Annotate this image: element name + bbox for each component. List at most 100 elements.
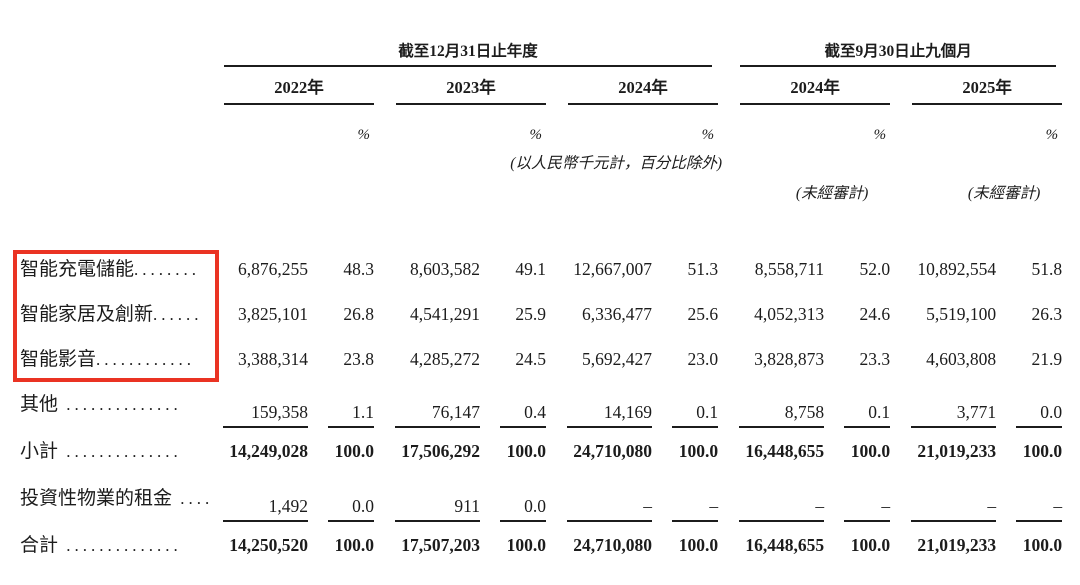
percent-cell: 49.1 — [515, 259, 546, 280]
unit-note: (以人民幣千元計，百分比除外) — [510, 154, 723, 172]
dot-leader: ........ — [134, 259, 201, 279]
percent-cell: – — [652, 476, 734, 522]
value-cell: 6,876,255 — [238, 259, 308, 280]
year-header-row: 2022年 2023年 2024年 2024年 2025年 — [20, 72, 1078, 112]
value-cell: – — [906, 476, 997, 522]
value-cell: 24,710,080 — [573, 441, 652, 462]
table-header: 截至12月31日止年度 截至9月30日止九個月 2022年 2023年 — [20, 38, 1078, 248]
value-cell: 159,358 — [218, 382, 308, 428]
percent-cell: 100.0 — [334, 441, 374, 462]
unaudited-label: (未經審計) — [967, 184, 1041, 202]
percent-cell: 100.0 — [850, 535, 891, 556]
percent-cell: 0.0 — [996, 382, 1078, 428]
value-cell: 4,541,291 — [410, 304, 480, 325]
table-row: 投資性物業的租金 .... 1,492 0.0 911 0.0– – – – – – — [20, 476, 1078, 522]
period-group-row: 截至12月31日止年度 截至9月30日止九個月 — [20, 38, 1078, 72]
year-header-2022: 2022年 — [224, 79, 374, 105]
value-cell: – — [562, 476, 652, 522]
percent-cell: 100.0 — [334, 535, 374, 556]
value-cell: 8,558,711 — [754, 259, 825, 280]
percent-cell: 0.1 — [824, 382, 906, 428]
row-label-text: 智能充電儲能 — [20, 258, 135, 280]
value-cell: 16,448,655 — [745, 535, 825, 556]
percent-symbol: % — [357, 126, 371, 143]
percent-symbol: % — [701, 126, 715, 143]
row-label-text: 智能影音 — [20, 348, 97, 370]
value-cell: 21,019,233 — [917, 441, 997, 462]
percent-cell: 100.0 — [506, 535, 546, 556]
percent-symbol: % — [873, 126, 887, 143]
row-label-text: 智能家居及創新 — [20, 303, 154, 325]
percent-cell: 48.3 — [343, 259, 374, 280]
percent-cell: – — [996, 476, 1078, 522]
value-cell: 4,052,313 — [754, 304, 825, 325]
percent-cell: 23.8 — [343, 349, 374, 370]
percent-header-row: % % % % % — [20, 112, 1078, 146]
value-cell: 16,448,655 — [745, 441, 825, 462]
percent-cell: 100.0 — [1022, 535, 1063, 556]
percent-cell: 100.0 — [506, 441, 546, 462]
row-label-text: 投資性物業的租金 — [20, 487, 173, 509]
row-label: 智能家居及創新...... — [20, 292, 218, 338]
percent-cell: 1.1 — [308, 382, 390, 428]
value-cell: 10,892,554 — [917, 259, 997, 280]
value-cell: 5,692,427 — [582, 349, 652, 370]
percent-cell: 25.6 — [687, 304, 719, 325]
value-cell: 17,506,292 — [401, 441, 480, 462]
value-cell: 6,336,477 — [582, 304, 652, 325]
percent-cell: 24.5 — [515, 349, 546, 370]
value-cell: 12,667,007 — [573, 259, 652, 280]
row-label: 智能影音............ — [20, 338, 218, 382]
period-group-title: 截至12月31日止年度 — [398, 42, 538, 60]
row-label: 投資性物業的租金 .... — [20, 476, 218, 522]
row-label: 小計 .............. — [20, 428, 218, 476]
year-header-2023: 2023年 — [396, 79, 546, 105]
percent-cell: 100.0 — [678, 441, 719, 462]
value-cell: 911 — [390, 476, 480, 522]
table-body: 智能充電儲能........ 6,876,255 48.3 8,603,582 49.1… — [20, 248, 1078, 570]
percent-cell: 0.4 — [480, 382, 562, 428]
percent-cell: 51.8 — [1031, 259, 1063, 280]
percent-symbol: % — [529, 126, 543, 143]
percent-cell: 100.0 — [850, 441, 891, 462]
dot-leader: ...... — [153, 304, 203, 324]
table-row: 其他 .............. 159,358 1.1 76,147 0.4 14,1… — [20, 382, 1078, 428]
value-cell: 14,249,028 — [229, 441, 308, 462]
row-label-text: 小計 — [20, 440, 59, 462]
table-row: 小計 .............. 14,249,028 100.0 17,506,2… — [20, 428, 1078, 476]
percent-cell: 100.0 — [1022, 441, 1063, 462]
value-cell: 17,507,203 — [401, 535, 480, 556]
period-group-header-annual: 截至12月31日止年度 — [224, 42, 713, 68]
value-cell: 8,758 — [734, 382, 825, 428]
percent-cell: 52.0 — [859, 259, 891, 280]
value-cell: 3,828,873 — [754, 349, 825, 370]
dot-leader: .............. — [58, 441, 182, 461]
value-cell: 1,492 — [218, 476, 308, 522]
percent-cell: 0.0 — [480, 476, 562, 522]
dot-leader: ............ — [96, 349, 196, 369]
row-label-text: 其他 — [20, 393, 59, 415]
value-cell: 8,603,582 — [410, 259, 480, 280]
revenue-breakdown-table: 截至12月31日止年度 截至9月30日止九個月 2022年 2023年 — [20, 38, 1078, 570]
value-cell: 14,250,520 — [229, 535, 308, 556]
percent-symbol: % — [1045, 126, 1059, 143]
value-cell: 3,771 — [906, 382, 997, 428]
table-row: 智能影音............ 3,388,314 23.8 4,285,272 24… — [20, 338, 1078, 382]
percent-cell: 21.9 — [1031, 349, 1063, 370]
dot-leader: .............. — [58, 394, 182, 414]
percent-cell: 23.3 — [859, 349, 891, 370]
value-cell: 24,710,080 — [573, 535, 652, 556]
unaudited-label: (未經審計) — [795, 184, 869, 202]
percent-cell: 25.9 — [515, 304, 546, 325]
period-group-title: 截至9月30日止九個月 — [824, 42, 972, 60]
percent-cell: 26.8 — [343, 304, 374, 325]
percent-cell: 100.0 — [678, 535, 719, 556]
unaudited-row: (未經審計) (未經審計) — [20, 172, 1078, 202]
percent-cell: – — [824, 476, 906, 522]
percent-cell: 23.0 — [687, 349, 719, 370]
year-header-2024-nine-months: 2024年 — [740, 79, 891, 105]
dot-leader: .... — [172, 488, 214, 508]
row-label: 其他 .............. — [20, 382, 218, 428]
value-cell: 4,603,808 — [926, 349, 997, 370]
